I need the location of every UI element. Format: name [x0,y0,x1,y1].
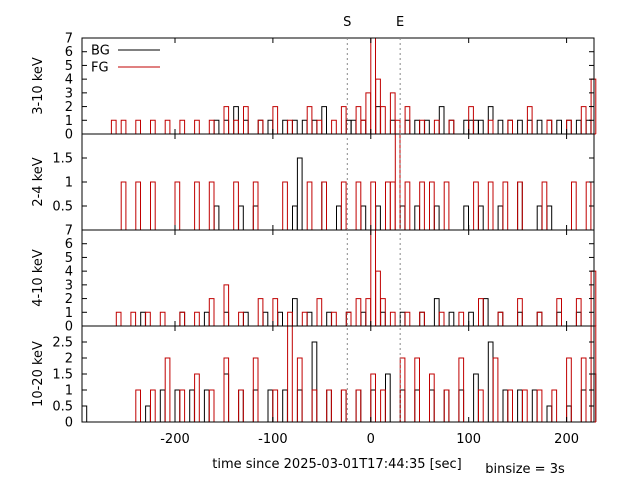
series-line-bg [213,157,553,231]
y-tick-label: 1 [65,384,73,399]
legend: BG FG [91,44,160,76]
series-line-fg [120,133,592,231]
y-axis-label: 10-20 keV [31,341,46,407]
panel-2: 0.5 1 1.5 2-4 keV [31,133,595,231]
y-tick-label: 1.5 [52,368,73,383]
panel-frame [81,37,595,135]
x-axis-label: time since 2025-03-01T17:44:35 [sec] [212,457,461,472]
marker-label-s: S [343,15,351,30]
x-tick-label: 100 [456,432,481,447]
y-axis-label: 3-10 keV [31,57,46,115]
legend-label-fg: FG [91,61,109,76]
y-tick-label: 6 [65,237,73,252]
y-tick-label: 3 [65,278,73,293]
y-tick-label: 1.5 [52,152,73,167]
x-tick-label: -200 [160,432,190,447]
y-tick-label: 0.5 [52,400,73,415]
y-tick-label: 1 [65,114,73,129]
y-tick-label: 2 [65,352,73,367]
y-tick-label: 1 [65,306,73,321]
y-tick-label: 4 [65,73,73,88]
y-axis-label: 2-4 keV [31,157,46,206]
y-axis-label: 4-10 keV [31,249,46,307]
y-tick-label: 0 [65,320,73,335]
y-tick-label: 0.5 [52,200,73,215]
y-tick-label: 4 [65,265,73,280]
y-tick-label: 5 [65,59,73,74]
y-tick-label: 0 [65,128,73,143]
series-line-bg [81,341,597,423]
series-line-fg [115,229,597,327]
series-line-fg [110,37,597,135]
y-tick-label: 2 [65,100,73,115]
y-tick-label: 7 [65,32,73,47]
x-tick-label: -100 [258,432,288,447]
legend-label-bg: BG [91,44,110,59]
y-tick-label: 5 [65,251,73,266]
marker-label-e: E [396,15,404,30]
y-tick-label: 3 [65,86,73,101]
y-tick-label: 1 [65,176,73,191]
y-tick-label: 0 [65,416,73,431]
y-tick-label: 2.5 [52,336,73,351]
x-tick-label: 200 [554,432,579,447]
binsize-label: binsize = 3s [485,462,565,477]
y-tick-label: 6 [65,45,73,60]
x-tick-label: 0 [367,432,375,447]
y-tick-label: 7 [65,224,73,239]
panel-4: 00.511.522.5 10-20 keV [31,325,597,431]
series-line-bg [213,106,592,135]
y-tick-label: 2 [65,292,73,307]
